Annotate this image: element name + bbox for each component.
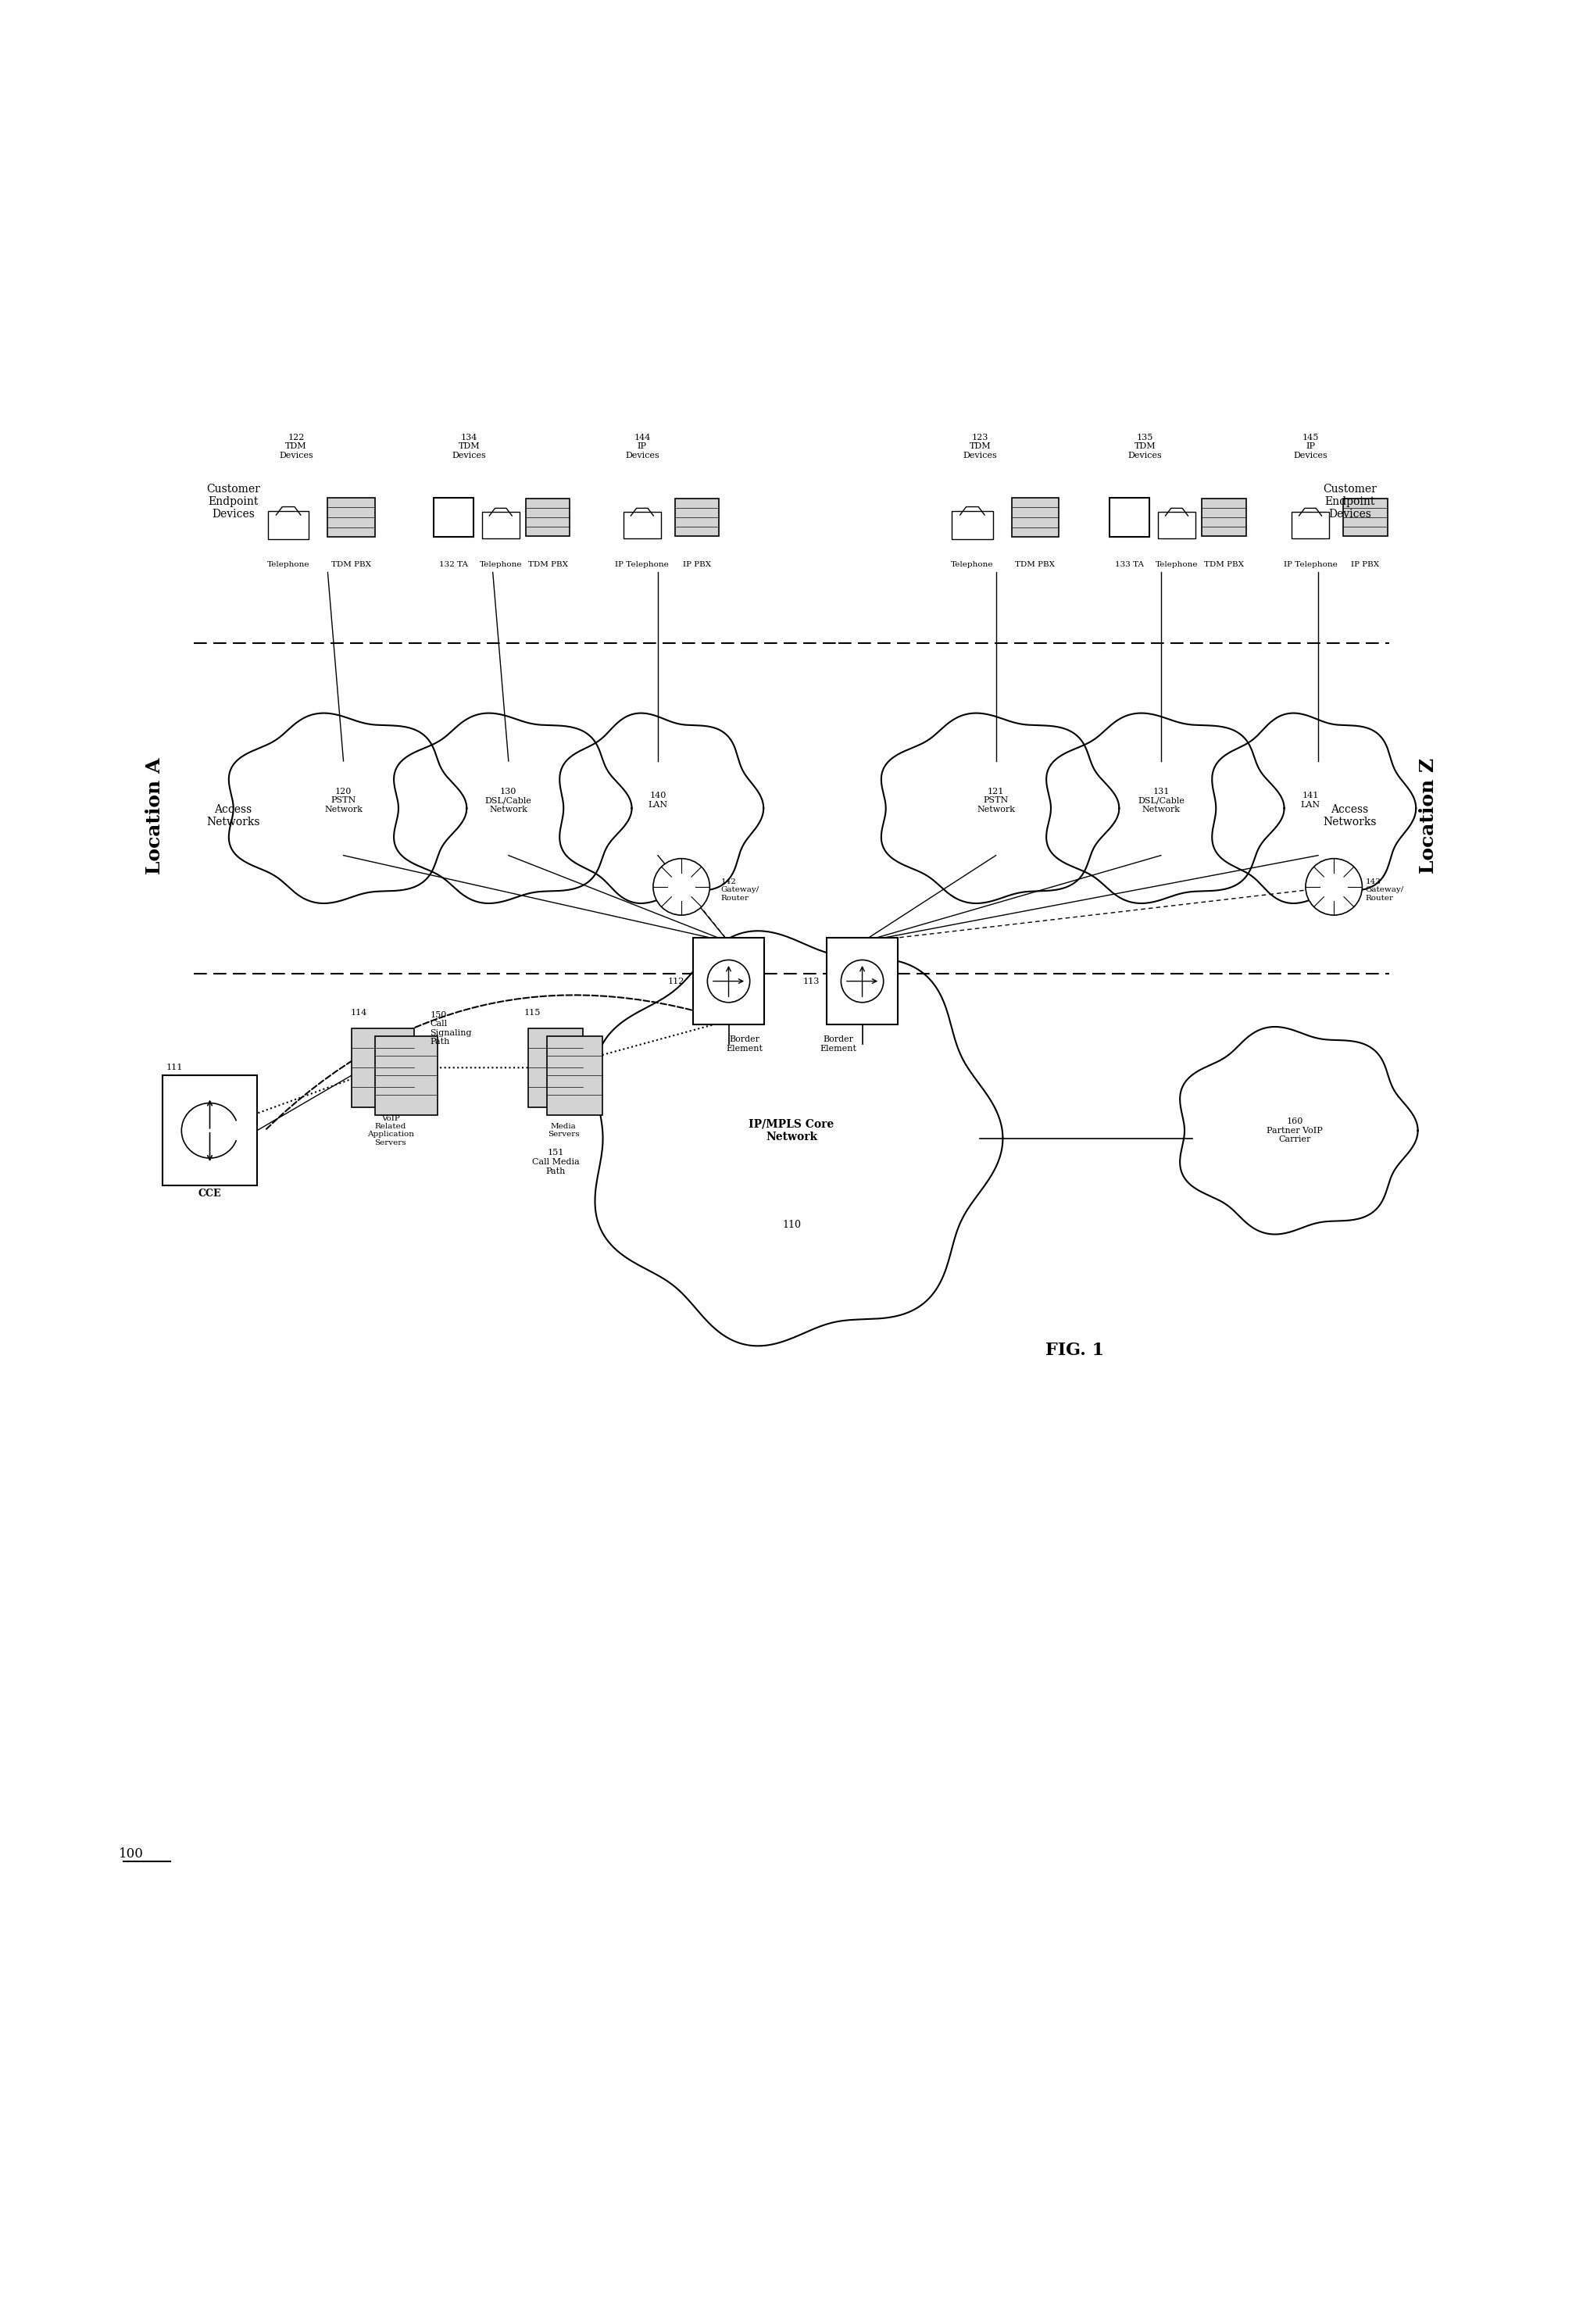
Text: Telephone: Telephone (1156, 560, 1198, 567)
Text: 131
DSL/Cable
Network: 131 DSL/Cable Network (1138, 788, 1184, 813)
Text: 123
TDM
Devices: 123 TDM Devices (962, 435, 997, 460)
Polygon shape (1046, 713, 1284, 904)
FancyBboxPatch shape (481, 511, 519, 539)
Text: Border
Element: Border Element (727, 1037, 763, 1053)
Text: 150
Call
Signaling
Path: 150 Call Signaling Path (431, 1011, 472, 1046)
Text: 113: 113 (803, 978, 820, 985)
FancyBboxPatch shape (1110, 497, 1149, 537)
FancyBboxPatch shape (1201, 497, 1246, 537)
Text: 130
DSL/Cable
Network: 130 DSL/Cable Network (484, 788, 532, 813)
Text: IP Telephone: IP Telephone (1284, 560, 1338, 567)
Text: Telephone: Telephone (268, 560, 310, 567)
Text: 141
LAN: 141 LAN (1301, 792, 1320, 809)
Text: TDM PBX: TDM PBX (1015, 560, 1056, 567)
Text: FIG. 1: FIG. 1 (1045, 1341, 1103, 1360)
FancyBboxPatch shape (526, 497, 570, 537)
Circle shape (1306, 858, 1363, 916)
FancyBboxPatch shape (951, 511, 993, 539)
Text: 145
IP
Devices: 145 IP Devices (1293, 435, 1328, 460)
Text: IP Telephone: IP Telephone (616, 560, 670, 567)
FancyBboxPatch shape (375, 1037, 438, 1116)
Text: Media
Servers: Media Servers (548, 1122, 579, 1139)
Text: 122
TDM
Devices: 122 TDM Devices (279, 435, 313, 460)
FancyBboxPatch shape (1344, 497, 1387, 537)
FancyBboxPatch shape (826, 939, 898, 1025)
FancyBboxPatch shape (1157, 511, 1195, 539)
Text: IP PBX: IP PBX (1352, 560, 1379, 567)
FancyBboxPatch shape (529, 1027, 583, 1106)
Text: Border
Element: Border Element (820, 1037, 856, 1053)
Polygon shape (230, 713, 467, 904)
Text: 112: 112 (668, 978, 684, 985)
Text: 151
Call Media
Path: 151 Call Media Path (532, 1148, 579, 1176)
Text: 144
IP
Devices: 144 IP Devices (625, 435, 659, 460)
Text: Location A: Location A (146, 758, 165, 874)
Text: 115: 115 (524, 1009, 540, 1016)
Polygon shape (1179, 1027, 1418, 1234)
Text: IP PBX: IP PBX (682, 560, 711, 567)
Text: 142
Gateway/
Router: 142 Gateway/ Router (720, 878, 760, 902)
FancyBboxPatch shape (676, 497, 719, 537)
Polygon shape (595, 932, 1002, 1346)
Text: VoIP
Related
Application
Servers: VoIP Related Application Servers (367, 1116, 415, 1146)
FancyBboxPatch shape (163, 1076, 256, 1185)
Text: 120
PSTN
Network: 120 PSTN Network (325, 788, 363, 813)
Text: Customer
Endpoint
Devices: Customer Endpoint Devices (1323, 483, 1377, 521)
Circle shape (708, 960, 750, 1002)
Text: CCE: CCE (198, 1188, 222, 1199)
Polygon shape (882, 713, 1119, 904)
Text: 111: 111 (166, 1064, 184, 1071)
Text: 140
LAN: 140 LAN (647, 792, 668, 809)
Text: Access
Networks: Access Networks (1323, 804, 1376, 827)
FancyBboxPatch shape (624, 511, 662, 539)
Polygon shape (394, 713, 632, 904)
Text: Telephone: Telephone (951, 560, 994, 567)
Text: 114: 114 (351, 1009, 367, 1016)
Text: TDM PBX: TDM PBX (527, 560, 568, 567)
Text: 135
TDM
Devices: 135 TDM Devices (1129, 435, 1162, 460)
FancyBboxPatch shape (693, 939, 765, 1025)
Text: 133 TA: 133 TA (1114, 560, 1145, 567)
Text: 100: 100 (119, 1848, 144, 1862)
Text: 121
PSTN
Network: 121 PSTN Network (977, 788, 1015, 813)
Text: Access
Networks: Access Networks (207, 804, 260, 827)
Text: 110: 110 (782, 1220, 801, 1229)
FancyBboxPatch shape (434, 497, 473, 537)
Polygon shape (560, 713, 763, 904)
FancyBboxPatch shape (351, 1027, 415, 1106)
FancyBboxPatch shape (1292, 511, 1330, 539)
Text: Telephone: Telephone (480, 560, 522, 567)
Text: TDM PBX: TDM PBX (331, 560, 372, 567)
Polygon shape (1213, 713, 1415, 904)
Circle shape (654, 858, 709, 916)
FancyBboxPatch shape (268, 511, 309, 539)
Circle shape (841, 960, 883, 1002)
Text: Location Z: Location Z (1418, 758, 1437, 874)
Text: 160
Partner VoIP
Carrier: 160 Partner VoIP Carrier (1266, 1118, 1323, 1143)
FancyBboxPatch shape (548, 1037, 602, 1116)
Text: 132 TA: 132 TA (438, 560, 469, 567)
Text: Customer
Endpoint
Devices: Customer Endpoint Devices (206, 483, 260, 521)
FancyBboxPatch shape (1012, 497, 1059, 537)
Text: 143
Gateway/
Router: 143 Gateway/ Router (1365, 878, 1404, 902)
FancyBboxPatch shape (328, 497, 375, 537)
Text: TDM PBX: TDM PBX (1205, 560, 1244, 567)
Text: IP/MPLS Core
Network: IP/MPLS Core Network (749, 1118, 834, 1143)
Text: 134
TDM
Devices: 134 TDM Devices (453, 435, 486, 460)
